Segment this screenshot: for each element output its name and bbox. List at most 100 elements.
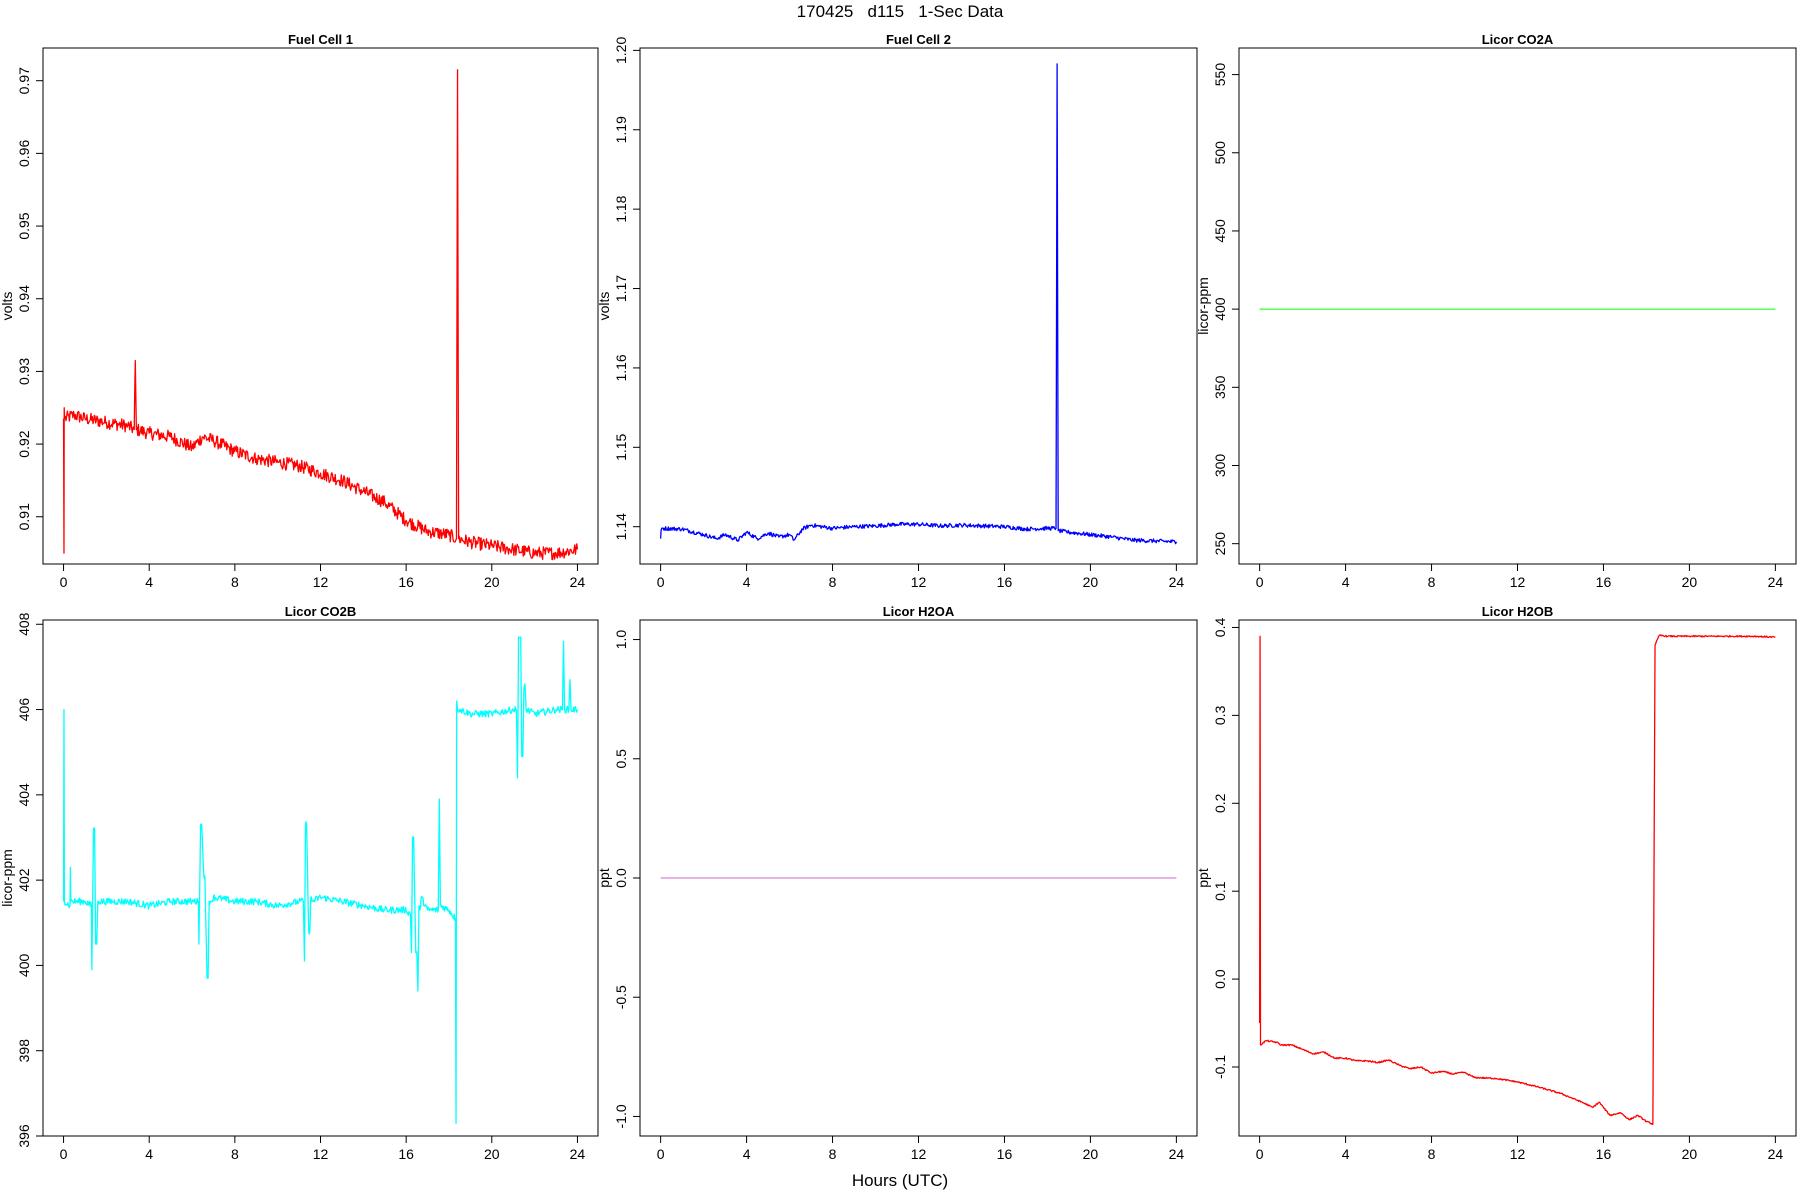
y-tick-label: 1.0 [613,630,629,650]
y-tick-label: 300 [1212,454,1228,478]
y-tick-label: 0.0 [1212,969,1228,989]
plot-frame [639,47,1198,565]
y-tick-label: 0.4 [1212,618,1228,638]
x-tick-label: 12 [313,574,329,590]
x-tick-label: 0 [657,1146,665,1162]
panel-title: Licor H2OA [883,604,955,619]
x-tick-label: 24 [1768,574,1784,590]
x-tick-label: 16 [398,574,414,590]
x-tick-label: 16 [997,1146,1013,1162]
y-tick-label: 350 [1212,375,1228,399]
y-tick-label: 406 [16,698,32,722]
x-tick-label: 4 [145,1146,153,1162]
y-tick-label: 1.20 [613,37,629,64]
y-tick-label: 450 [1212,219,1228,243]
x-tick-label: 4 [1342,1146,1350,1162]
x-tick-label: 8 [829,1146,837,1162]
panel-title: Licor CO2A [1482,32,1554,47]
y-tick-label: 0.2 [1212,793,1228,813]
data-series-line [659,63,1177,545]
y-tick-label: 0.91 [16,503,32,530]
panel-title: Licor CO2B [285,604,357,619]
y-tick-label: 1.18 [613,195,629,222]
y-tick-label: -1.0 [613,1104,629,1128]
y-axis-label: volts [596,292,612,321]
x-tick-label: 16 [1596,1146,1612,1162]
data-series-line [1258,634,1776,1126]
y-tick-label: 398 [16,1039,32,1063]
x-tick-label: 20 [1682,1146,1698,1162]
y-tick-label: 0.3 [1212,705,1228,725]
data-series-line [62,636,579,1124]
x-tick-label: 8 [1428,1146,1436,1162]
plot-frame [42,47,599,565]
panel-3: Licor CO2A licor-ppm 0 4 8 12 16 20 24 250 300 350 4… [1195,32,1797,590]
x-tick-label: 24 [1768,1146,1784,1162]
y-axis-label: volts [0,292,15,321]
y-tick-label: 1.14 [613,513,629,540]
panel-5: Licor H2OA ppt 0 4 8 12 16 20 24 -1.0 -0.5 0.0 0.5 1.… [596,604,1198,1162]
x-tick-label: 4 [743,574,751,590]
panel-title: Licor H2OB [1482,604,1554,619]
y-tick-label: -0.1 [1212,1055,1228,1079]
x-tick-label: 24 [1169,574,1185,590]
x-tick-label: 12 [911,1146,927,1162]
figure-title: 170425 d115 1-Sec Data [796,2,1004,21]
x-tick-label: 20 [1083,574,1099,590]
y-tick-label: 396 [16,1124,32,1148]
data-series-line [62,69,579,561]
y-tick-label: 404 [16,783,32,807]
y-tick-label: 400 [16,954,32,978]
y-tick-label: 0.1 [1212,881,1228,901]
x-tick-label: 4 [145,574,153,590]
x-tick-label: 8 [231,1146,239,1162]
panel-4: Licor CO2B licor-ppm 0 4 8 12 16 20 24 396 398 400 4… [0,604,599,1162]
y-tick-label: 0.97 [16,67,32,94]
y-tick-label: 0.94 [16,285,32,312]
plot-frame [42,619,599,1137]
x-tick-label: 12 [1510,574,1526,590]
y-axis-label: ppt [1195,868,1211,888]
x-tick-label: 12 [911,574,927,590]
x-tick-label: 8 [1428,574,1436,590]
y-tick-label: 408 [16,612,32,636]
y-tick-label: 0.92 [16,430,32,457]
x-tick-label: 0 [1256,574,1264,590]
x-tick-label: 8 [829,574,837,590]
x-tick-label: 0 [60,1146,68,1162]
y-axis-label: licor-ppm [1195,277,1211,335]
y-tick-label: 0.96 [16,140,32,167]
plot-frame [1238,619,1797,1137]
shared-x-axis-label: Hours (UTC) [851,1171,949,1190]
x-tick-label: 24 [1169,1146,1185,1162]
y-tick-label: 0.95 [16,212,32,239]
x-tick-label: 0 [657,574,665,590]
panel-2: Fuel Cell 2 volts 0 4 8 12 16 20 24 1.14 1.15 1.16 1… [596,32,1198,590]
y-tick-label: 500 [1212,141,1228,165]
x-tick-label: 8 [231,574,239,590]
y-tick-label: 400 [1212,297,1228,321]
y-tick-label: 402 [16,868,32,892]
y-tick-label: 1.15 [613,433,629,460]
x-tick-label: 12 [1510,1146,1526,1162]
y-tick-label: 550 [1212,63,1228,87]
panel-title: Fuel Cell 2 [886,32,951,47]
x-tick-label: 4 [743,1146,751,1162]
x-tick-label: 16 [398,1146,414,1162]
x-tick-label: 24 [570,574,586,590]
x-tick-label: 12 [313,1146,329,1162]
y-tick-label: 0.93 [16,358,32,385]
x-tick-label: 0 [60,574,68,590]
x-tick-label: 20 [1083,1146,1099,1162]
panel-1: Fuel Cell 1 volts 0 4 8 12 16 20 24 0.91 0.92 0.93 0… [0,32,599,590]
y-tick-label: 250 [1212,532,1228,556]
x-tick-label: 20 [1682,574,1698,590]
y-tick-label: -0.5 [613,985,629,1009]
x-tick-label: 16 [997,574,1013,590]
y-tick-label: 0.0 [613,868,629,888]
y-tick-label: 1.16 [613,354,629,381]
x-tick-label: 4 [1342,574,1350,590]
y-tick-label: 1.17 [613,275,629,302]
plot-frame [1238,47,1797,565]
